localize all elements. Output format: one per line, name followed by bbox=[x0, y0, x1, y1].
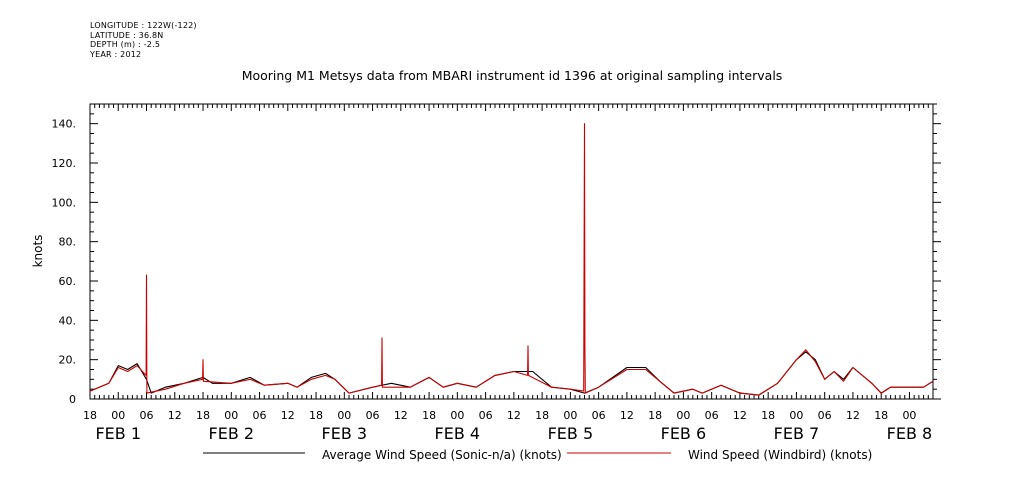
chart-title: Mooring M1 Metsys data from MBARI instru… bbox=[242, 68, 783, 83]
plot-frame bbox=[89, 103, 934, 400]
x-tick-label: 00 bbox=[676, 409, 690, 422]
legend: Average Wind Speed (Sonic-n/a) (knots) W… bbox=[203, 448, 872, 462]
x-tick-label: 18 bbox=[422, 409, 436, 422]
x-day-label: FEB 3 bbox=[322, 424, 368, 443]
x-tick-label: 18 bbox=[83, 409, 97, 422]
y-tick-label: 80. bbox=[59, 236, 77, 249]
y-tick-label: 40. bbox=[59, 314, 77, 327]
depth-label: DEPTH (m) : -2.5 bbox=[90, 40, 161, 49]
x-day-label: FEB 4 bbox=[435, 424, 481, 443]
x-tick-label: 06 bbox=[818, 409, 832, 422]
axis-ticks bbox=[89, 103, 941, 400]
x-tick-label: 18 bbox=[761, 409, 775, 422]
x-tick-label: 00 bbox=[450, 409, 464, 422]
x-tick-label: 12 bbox=[620, 409, 634, 422]
year-label: YEAR : 2012 bbox=[90, 49, 142, 59]
x-tick-label: 12 bbox=[394, 409, 408, 422]
longitude-label: LONGITUDE : 122W(-122) bbox=[90, 21, 197, 30]
x-tick-label: 18 bbox=[648, 409, 662, 422]
y-tick-label: 100. bbox=[52, 196, 77, 209]
axis-labels: 0 20. 40. 60. 80. 100. 120. 140. 18 00 06 12 18 00 06 1… bbox=[52, 118, 933, 443]
x-tick-label: 18 bbox=[309, 409, 323, 422]
legend-label-windbird: Wind Speed (Windbird) (knots) bbox=[688, 448, 872, 462]
legend-label-average: Average Wind Speed (Sonic-n/a) (knots) bbox=[322, 448, 562, 462]
x-tick-label: 12 bbox=[281, 409, 295, 422]
series-average-wind-speed bbox=[89, 351, 934, 396]
series-windbird-wind-speed bbox=[89, 123, 934, 396]
x-day-label: FEB 1 bbox=[95, 424, 141, 443]
x-tick-label: 00 bbox=[337, 409, 351, 422]
x-tick-label: 00 bbox=[563, 409, 577, 422]
x-tick-label: 18 bbox=[196, 409, 210, 422]
x-tick-label: 06 bbox=[705, 409, 719, 422]
x-tick-label: 06 bbox=[253, 409, 267, 422]
x-tick-label: 12 bbox=[846, 409, 860, 422]
x-day-label: FEB 2 bbox=[209, 424, 255, 443]
series-lines bbox=[89, 123, 934, 396]
x-tick-label: 06 bbox=[140, 409, 154, 422]
x-tick-label: 12 bbox=[168, 409, 182, 422]
x-tick-label: 00 bbox=[224, 409, 238, 422]
y-tick-label: 20. bbox=[59, 354, 77, 367]
y-tick-label: 0 bbox=[69, 393, 76, 406]
y-tick-label: 140. bbox=[52, 118, 77, 131]
station-metadata: LONGITUDE : 122W(-122) LATITUDE : 36.8N … bbox=[90, 21, 197, 59]
x-tick-label: 18 bbox=[874, 409, 888, 422]
y-tick-label: 120. bbox=[52, 157, 77, 170]
x-tick-label: 06 bbox=[479, 409, 493, 422]
x-day-label: FEB 8 bbox=[887, 424, 933, 443]
y-axis-label: knots bbox=[31, 235, 45, 268]
x-tick-label: 12 bbox=[507, 409, 521, 422]
x-tick-label: 18 bbox=[535, 409, 549, 422]
x-tick-label: 06 bbox=[592, 409, 606, 422]
y-tick-label: 60. bbox=[59, 275, 77, 288]
x-tick-label: 12 bbox=[733, 409, 747, 422]
x-tick-label: 00 bbox=[902, 409, 916, 422]
x-tick-label: 00 bbox=[789, 409, 803, 422]
x-day-label: FEB 6 bbox=[661, 424, 707, 443]
x-tick-label: 00 bbox=[111, 409, 125, 422]
x-day-label: FEB 5 bbox=[548, 424, 594, 443]
x-tick-label: 06 bbox=[366, 409, 380, 422]
x-day-label: FEB 7 bbox=[774, 424, 820, 443]
latitude-label: LATITUDE : 36.8N bbox=[90, 30, 164, 40]
